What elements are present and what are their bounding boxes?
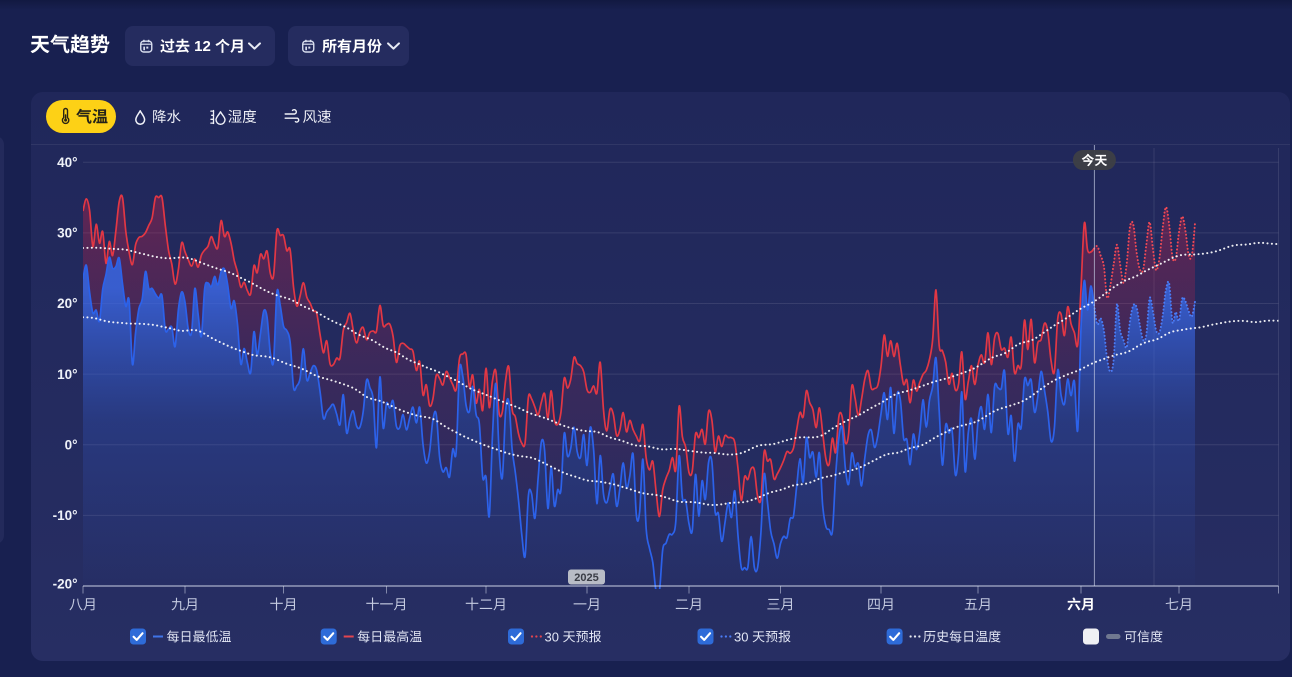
svg-text:20°: 20°: [57, 296, 77, 311]
svg-text:-20°: -20°: [53, 576, 78, 591]
svg-text:12: 12: [190, 38, 215, 55]
svg-text:2025: 2025: [574, 572, 598, 584]
svg-text:-10°: -10°: [53, 508, 78, 523]
svg-text:10°: 10°: [57, 367, 77, 382]
svg-text:0°: 0°: [65, 438, 78, 453]
svg-text:30°: 30°: [57, 226, 77, 241]
svg-text:40°: 40°: [57, 155, 77, 170]
svg-text:30: 30: [734, 629, 752, 644]
svg-text:30: 30: [545, 629, 563, 644]
